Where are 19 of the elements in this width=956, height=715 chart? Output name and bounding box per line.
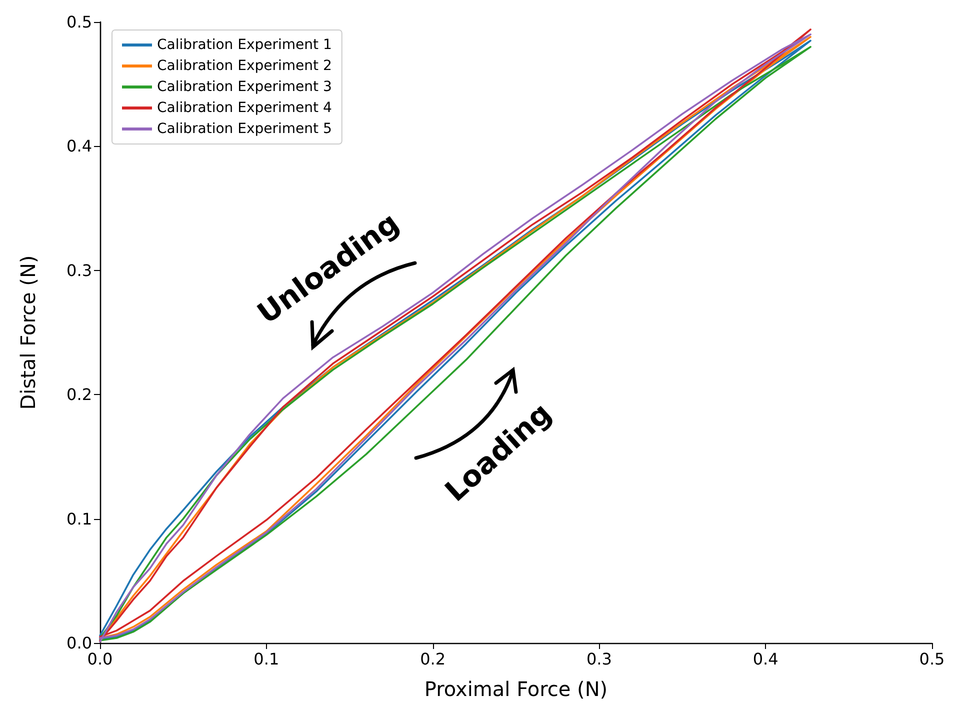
- x-tick-label: 0.1: [254, 650, 280, 668]
- legend-label: Calibration Experiment 4: [157, 100, 332, 116]
- legend-label: Calibration Experiment 1: [157, 37, 332, 53]
- y-tick-label: 0.0: [66, 634, 92, 652]
- legend-label: Calibration Experiment 5: [157, 121, 332, 137]
- x-axis-title: Proximal Force (N): [424, 677, 608, 701]
- y-tick-label: 0.5: [66, 12, 92, 32]
- x-tick-label: 0.2: [420, 650, 446, 668]
- legend-label: Calibration Experiment 3: [157, 79, 332, 95]
- y-tick-label: 0.3: [66, 260, 92, 280]
- x-tick-label: 0.4: [752, 650, 778, 668]
- y-tick-label: 0.4: [66, 136, 92, 156]
- y-tick-label: 0.1: [66, 509, 92, 528]
- x-tick-label: 0.5: [919, 650, 945, 668]
- x-tick-label: 0.0: [87, 650, 113, 668]
- y-axis-title: Distal Force (N): [16, 255, 40, 410]
- y-tick-label: 0.2: [66, 385, 92, 404]
- legend-label: Calibration Experiment 2: [157, 58, 332, 74]
- x-tick-label: 0.3: [586, 650, 612, 668]
